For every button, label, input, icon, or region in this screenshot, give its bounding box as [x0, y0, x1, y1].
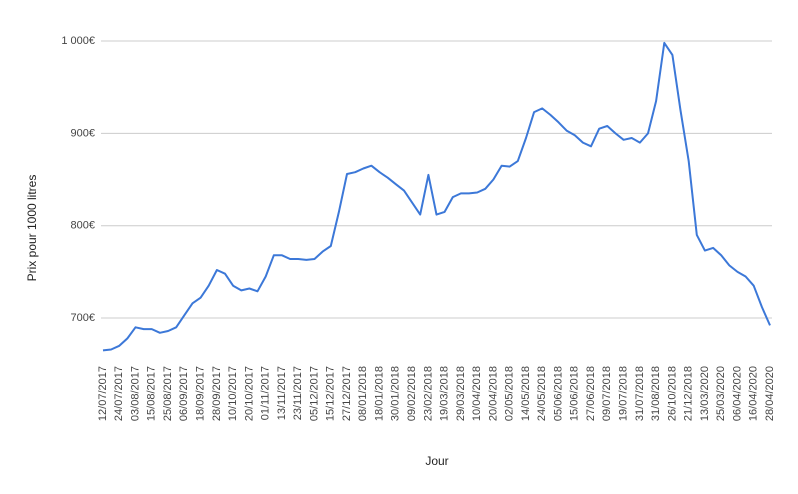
x-tick-label: 23/11/2017 [292, 366, 304, 420]
x-tick-label: 06/09/2017 [178, 366, 190, 421]
x-tick-label: 15/12/2017 [325, 366, 337, 421]
x-tick-label: 18/09/2017 [195, 366, 207, 421]
y-tick-label: 900€ [71, 127, 95, 139]
x-tick-label: 24/07/2017 [113, 366, 125, 421]
x-tick-label: 27/06/2018 [585, 366, 597, 421]
x-tick-label: 25/03/2020 [715, 366, 727, 421]
x-tick-label: 31/08/2018 [650, 366, 662, 421]
x-tick-label: 28/04/2020 [764, 366, 776, 421]
x-tick-label: 01/11/2017 [260, 366, 272, 420]
x-tick-label: 25/08/2017 [162, 366, 174, 421]
y-tick-label: 1 000€ [61, 35, 95, 47]
x-tick-label: 16/04/2020 [748, 366, 760, 421]
x-tick-label: 13/11/2017 [276, 366, 288, 420]
x-tick-label: 19/07/2018 [617, 366, 629, 421]
x-axis-title: Jour [425, 454, 448, 468]
x-tick-label: 09/07/2018 [601, 366, 613, 421]
y-tick-label: 800€ [71, 220, 95, 232]
x-tick-label: 12/07/2017 [97, 366, 109, 421]
x-tick-label: 20/04/2018 [487, 366, 499, 421]
y-axis-title: Prix pour 1000 litres [25, 175, 39, 282]
x-tick-label: 02/05/2018 [504, 366, 516, 421]
x-tick-label: 05/12/2017 [308, 366, 320, 421]
x-tick-label: 30/01/2018 [390, 366, 402, 421]
x-tick-label: 15/08/2017 [146, 366, 158, 421]
x-tick-label: 29/03/2018 [455, 366, 467, 421]
x-tick-label: 20/10/2017 [243, 366, 255, 421]
x-tick-label: 19/03/2018 [439, 366, 451, 421]
x-tick-label: 09/02/2018 [406, 366, 418, 421]
data-line [102, 41, 771, 352]
x-tick-label: 18/01/2018 [373, 366, 385, 421]
x-tick-label: 21/12/2018 [683, 366, 695, 421]
x-tick-label: 23/02/2018 [422, 366, 434, 421]
x-tick-label: 08/01/2018 [357, 366, 369, 421]
y-tick-label: 700€ [71, 312, 95, 324]
x-tick-label: 10/10/2017 [227, 366, 239, 421]
x-tick-label: 03/08/2017 [129, 366, 141, 421]
x-tick-label: 27/12/2017 [341, 366, 353, 421]
x-tick-label: 28/09/2017 [211, 366, 223, 421]
x-tick-label: 24/05/2018 [536, 366, 548, 421]
x-tick-label: 13/03/2020 [699, 366, 711, 421]
x-tick-label: 26/10/2018 [666, 366, 678, 421]
x-tick-label: 06/04/2020 [731, 366, 743, 421]
x-tick-label: 10/04/2018 [471, 366, 483, 421]
x-tick-label: 05/06/2018 [552, 366, 564, 421]
x-tick-label: 15/06/2018 [569, 366, 581, 421]
x-tick-label: 31/07/2018 [634, 366, 646, 421]
x-tick-label: 14/05/2018 [520, 366, 532, 421]
